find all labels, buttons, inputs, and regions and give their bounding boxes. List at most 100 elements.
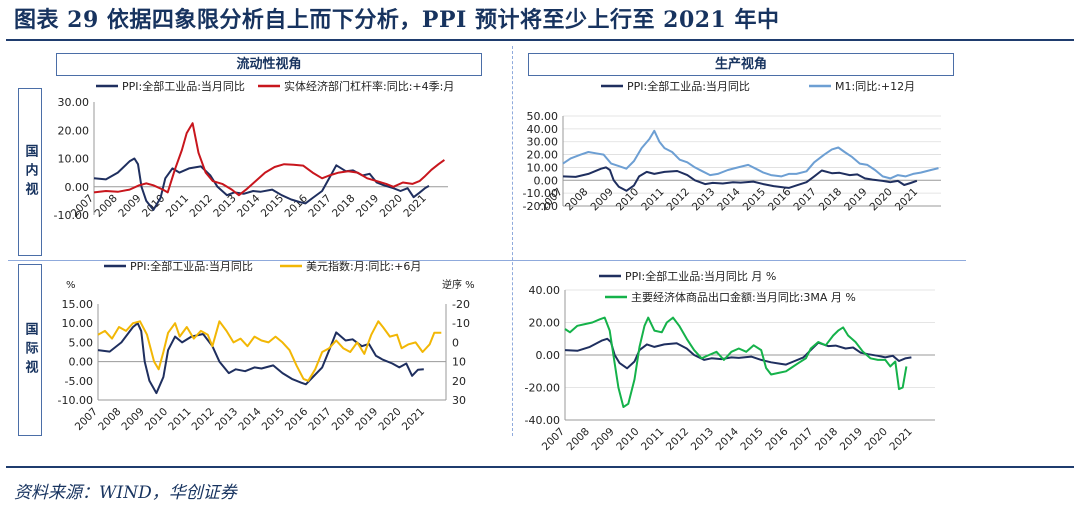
chart-m1: 50.0040.0030.0020.0010.000.00-10.00-20.0… [523, 79, 941, 214]
y-axis-unit: % [66, 280, 76, 291]
x-tick-label: 2018 [813, 426, 840, 453]
y-tick-label: 20.00 [529, 317, 561, 330]
legend-label: PPI:全部工业品:当月同比 月 % [625, 269, 776, 283]
series-line-0 [93, 157, 430, 211]
y-tick-label: 10.00 [58, 153, 90, 166]
y-tick-label: 50.00 [527, 110, 559, 123]
x-tick-label: 2012 [188, 192, 215, 219]
row-label-international: 国际视 [18, 264, 42, 436]
vertical-divider [512, 46, 513, 436]
figure-title: 图表 29 依据四象限分析自上而下分析，PPI 预计将至少上行至 2021 年中 [14, 7, 780, 33]
x-tick-label: 2007 [73, 406, 100, 433]
y-tick-label: 30.00 [58, 96, 90, 109]
x-tick-label: 2019 [353, 406, 380, 433]
y-tick-label: 0.00 [536, 349, 561, 362]
y-tick-label: -10.00 [54, 209, 89, 222]
x-tick-label: 2014 [714, 425, 742, 453]
y-tick-label: 40.00 [529, 284, 561, 297]
y-tick-label: -20.00 [525, 382, 560, 395]
x-tick-label: 2013 [690, 186, 717, 213]
x-tick-label: 2017 [306, 192, 333, 219]
x-tick-label: 2015 [259, 192, 286, 219]
y-tick-label: 0.00 [65, 181, 90, 194]
x-tick-label: 2018 [330, 406, 357, 433]
legend-label: 主要经济体商品出口金额:当月同比:3MA 月 % [631, 290, 856, 304]
x-tick-label: 2010 [614, 426, 641, 453]
x-tick-label: 2019 [838, 426, 865, 453]
x-tick-label: 2021 [887, 426, 914, 453]
x-tick-label: 2016 [283, 405, 311, 433]
y-tick-label: 10.00 [527, 161, 559, 174]
y-tick-label: -10.00 [523, 187, 558, 200]
chart-leverage: 30.0020.0010.000.00-10.00200720082009201… [54, 79, 455, 222]
x-tick-label: 2008 [96, 406, 123, 433]
x-tick-label: 2007 [540, 426, 567, 453]
series-line-1 [93, 122, 445, 197]
series-line-0 [562, 166, 918, 192]
x-tick-label: 2020 [378, 192, 405, 219]
x-tick-label: 2010 [143, 406, 170, 433]
y-tick-label: 15.00 [62, 298, 94, 311]
y-tick-label: -20.00 [523, 200, 558, 213]
y2-tick-label: 30 [452, 394, 466, 407]
x-tick-label: 2009 [119, 406, 146, 433]
y2-tick-label: 0 [452, 336, 459, 349]
x-tick-label: 2009 [116, 192, 143, 219]
x-tick-label: 2013 [211, 192, 238, 219]
bottom-rule [6, 466, 1074, 468]
x-tick-label: 2008 [565, 426, 592, 453]
y2-axis-unit: 逆序 % [442, 278, 475, 291]
y-tick-label: -10.00 [58, 394, 93, 407]
x-tick-label: 2016 [283, 192, 311, 220]
x-tick-label: 2012 [664, 426, 691, 453]
x-tick-label: 2013 [213, 406, 240, 433]
x-tick-label: 2019 [354, 192, 381, 219]
legend-label: PPI:全部工业品:当月同比 [130, 259, 253, 273]
x-tick-label: 2019 [842, 186, 869, 213]
y2-tick-label: -20 [452, 298, 470, 311]
legend-label: M1:同比:+12月 [835, 80, 915, 93]
x-tick-label: 2017 [306, 406, 333, 433]
y2-tick-label: 20 [452, 375, 466, 388]
y-tick-label: 40.00 [527, 123, 559, 136]
legend-label: PPI:全部工业品:当月同比 [627, 79, 750, 93]
series-line-0 [97, 322, 424, 395]
series-line-1 [97, 320, 442, 382]
chart-export: 40.0020.000.00-20.00-40.0020072008200920… [525, 269, 935, 453]
x-tick-label: 2012 [190, 406, 217, 433]
x-tick-label: 2018 [817, 186, 844, 213]
x-tick-label: 2017 [791, 186, 818, 213]
x-tick-label: 2020 [376, 406, 403, 433]
x-tick-label: 2012 [665, 186, 692, 213]
section-header-liquidity: 流动性视角 [56, 53, 482, 76]
x-tick-label: 2015 [741, 186, 768, 213]
x-tick-label: 2011 [166, 406, 193, 433]
row-label-domestic: 国内视 [18, 88, 42, 256]
series-line-0 [564, 337, 912, 370]
x-tick-label: 2011 [639, 186, 666, 213]
y-tick-label: 20.00 [527, 149, 559, 162]
x-tick-label: 2013 [689, 426, 716, 453]
chart-usd: 15.00 10.00 5.00 0.00 -5.00 -10.00 -20 -10 0 10 20… [58, 259, 475, 433]
x-tick-label: 2014 [236, 405, 264, 433]
x-tick-label: 2014 [715, 186, 743, 214]
x-tick-label: 2017 [788, 426, 815, 453]
legend-label: PPI:全部工业品:当月同比 [122, 79, 245, 93]
x-tick-label: 2015 [260, 406, 287, 433]
source-note: 资料来源：WIND，华创证券 [14, 483, 237, 503]
x-tick-label: 2015 [738, 426, 765, 453]
x-tick-label: 2009 [589, 426, 616, 453]
x-tick-label: 2008 [92, 192, 119, 219]
x-tick-label: 2011 [639, 426, 666, 453]
horizontal-divider [8, 260, 966, 261]
x-tick-label: 2021 [893, 186, 920, 213]
x-tick-label: 2021 [400, 406, 427, 433]
series-line-1 [562, 129, 939, 180]
section-header-production: 生产视角 [528, 53, 954, 76]
y-tick-label: -40.00 [525, 414, 560, 427]
y2-tick-label: -10 [452, 317, 470, 330]
top-rule [6, 39, 1074, 41]
y-tick-label: 10.00 [62, 317, 94, 330]
x-tick-label: 2008 [563, 186, 590, 213]
x-tick-label: 2020 [863, 426, 890, 453]
